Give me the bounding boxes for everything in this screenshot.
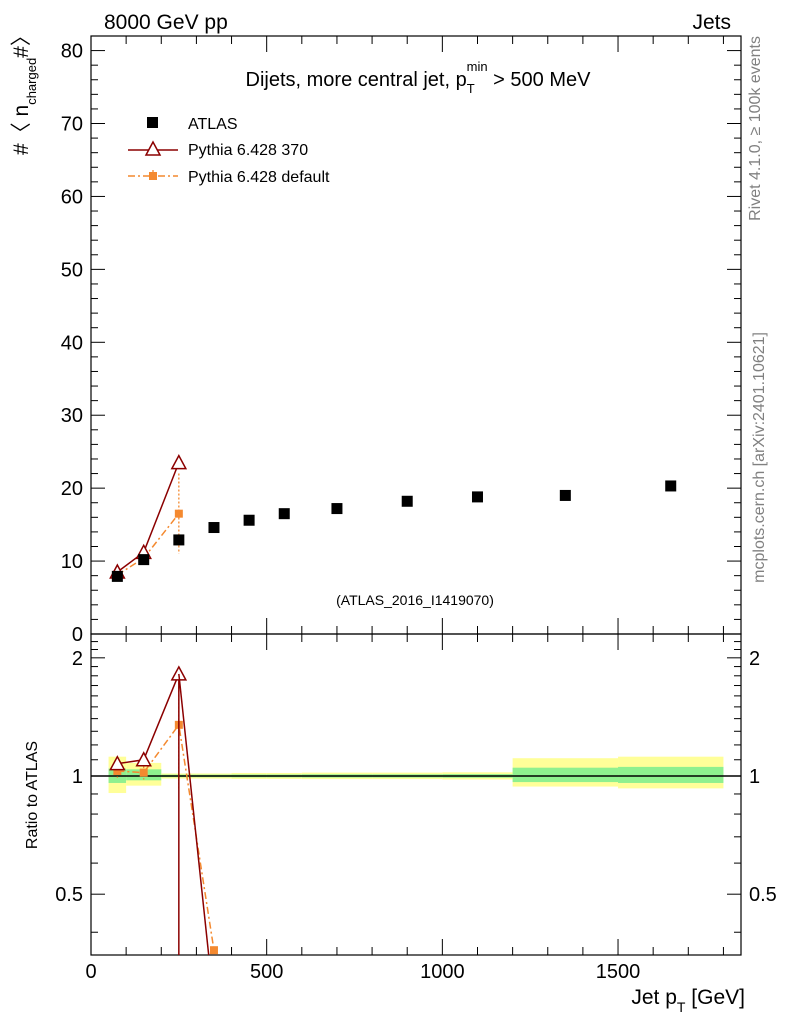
legend-pythia-default-marker bbox=[149, 172, 157, 180]
analysis-label: (ATLAS_2016_I1419070) bbox=[336, 592, 494, 608]
ratio-ytick-label-left: 2 bbox=[72, 648, 83, 670]
ratio-pythia-default-point bbox=[209, 946, 218, 955]
ratio-pythia370-line bbox=[117, 673, 180, 955]
ratio-pythia-default-line bbox=[117, 722, 215, 951]
ratio-y-axis-label: Ratio to ATLAS bbox=[24, 741, 41, 849]
main-ytick-label: 10 bbox=[61, 551, 83, 573]
ratio-panel: 0.5 0.5 1 1 2 2 0 500 1000 1500 Ratio to ATLAS J… bbox=[24, 633, 777, 1015]
ratio-x-ticks: 0 500 1000 1500 bbox=[85, 634, 724, 983]
atlas-data-point bbox=[559, 489, 571, 501]
main-title: Dijets, more central jet, pTmin > 500 Me… bbox=[246, 59, 592, 96]
ratio-pythia370-point bbox=[109, 755, 126, 771]
main-panel: 0 10 20 30 40 50 60 70 80 Dijets, more central j… bbox=[10, 25, 742, 646]
atlas-data-point bbox=[173, 534, 185, 546]
ratio-panel-frame bbox=[90, 633, 742, 956]
main-x-ticks bbox=[90, 36, 724, 634]
ratio-band-inner bbox=[512, 767, 619, 783]
main-y-axis-label: #〈 ncharged#〉 bbox=[10, 25, 39, 155]
source-label: mcplots.cern.ch [arXiv:2401.10621] bbox=[751, 332, 768, 583]
ratio-ytick-label-left: 0.5 bbox=[55, 884, 83, 906]
pythia370-point bbox=[170, 454, 188, 470]
ratio-pythia-default-point bbox=[139, 768, 148, 777]
main-ytick-label: 80 bbox=[61, 41, 83, 63]
x-tick-label: 1500 bbox=[596, 961, 641, 983]
ratio-band-inner bbox=[618, 766, 724, 783]
atlas-data-point bbox=[278, 508, 290, 520]
x-axis-label: Jet pT [GeV] bbox=[631, 986, 745, 1015]
main-ytick-label: 50 bbox=[61, 259, 83, 281]
atlas-data-point bbox=[138, 554, 150, 566]
ratio-pythia370-drop-line bbox=[178, 673, 210, 956]
rivet-version-label: Rivet 4.1.0, ≥ 100k events bbox=[747, 36, 764, 221]
ratio-pythia-default-point bbox=[113, 766, 122, 775]
legend-atlas-marker bbox=[147, 117, 158, 128]
ratio-ytick-label-right: 0.5 bbox=[749, 884, 777, 906]
atlas-data-point bbox=[471, 491, 483, 503]
ratio-y-ticks: 0.5 0.5 1 1 2 2 bbox=[55, 641, 777, 933]
main-ytick-label: 40 bbox=[61, 332, 83, 354]
legend-pythia370-label: Pythia 6.428 370 bbox=[188, 142, 308, 159]
main-ytick-label: 20 bbox=[61, 478, 83, 500]
x-tick-label: 500 bbox=[250, 961, 283, 983]
main-ytick-label: 0 bbox=[72, 624, 83, 646]
legend-atlas-label: ATLAS bbox=[188, 116, 238, 133]
atlas-data-point bbox=[243, 514, 255, 526]
atlas-data-point bbox=[208, 522, 220, 534]
main-ytick-label: 30 bbox=[61, 405, 83, 427]
x-tick-label: 0 bbox=[85, 961, 96, 983]
ratio-pythia370-point bbox=[135, 751, 152, 767]
legend-pythia370-marker bbox=[144, 140, 162, 156]
x-tick-label: 1000 bbox=[420, 961, 465, 983]
legend: ATLAS Pythia 6.428 370 Pythia 6.428 defa… bbox=[128, 116, 330, 186]
pythia-default-point bbox=[174, 509, 183, 518]
category-label: Jets bbox=[692, 11, 731, 34]
legend-pythia-default-label: Pythia 6.428 default bbox=[188, 169, 330, 186]
main-ytick-label: 70 bbox=[61, 114, 83, 136]
atlas-data-point bbox=[665, 480, 677, 492]
ratio-ytick-label-right: 2 bbox=[749, 648, 760, 670]
energy-label: 8000 GeV pp bbox=[104, 11, 228, 34]
atlas-data-point bbox=[401, 495, 413, 507]
main-ytick-label: 60 bbox=[61, 186, 83, 208]
ratio-ytick-label-left: 1 bbox=[72, 766, 83, 788]
main-data-marks bbox=[109, 454, 677, 582]
atlas-data-point bbox=[331, 503, 343, 515]
ratio-ytick-label-right: 1 bbox=[749, 766, 760, 788]
atlas-data-point bbox=[111, 570, 123, 582]
ratio-data-marks bbox=[109, 665, 218, 956]
main-y-ticks: 0 10 20 30 40 50 60 70 80 bbox=[61, 41, 741, 646]
